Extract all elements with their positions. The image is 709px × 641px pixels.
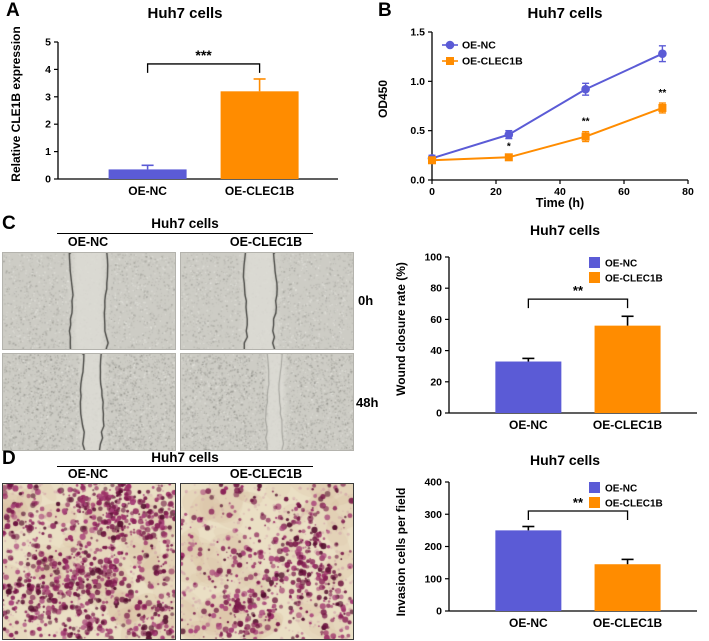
panel-b-title: Huh7 cells xyxy=(527,5,603,22)
panel-d-column-oe-clec1b: OE-CLEC1B xyxy=(229,467,303,481)
panel-d-images: D Huh7 cells OE-NC OE-CLEC1B xyxy=(0,448,380,641)
svg-text:100: 100 xyxy=(424,252,442,264)
svg-text:OE-NC: OE-NC xyxy=(509,616,548,630)
panel-c-label: C xyxy=(2,213,16,234)
panel-a-y-axis-label: Relative CLE1B expression xyxy=(9,26,23,182)
svg-text:*: * xyxy=(507,141,511,152)
svg-text:**: ** xyxy=(582,117,590,128)
svg-text:4: 4 xyxy=(45,64,51,76)
svg-text:200: 200 xyxy=(424,541,442,553)
panel-c-row-0h: 0h xyxy=(358,293,374,308)
svg-text:0: 0 xyxy=(429,186,435,198)
panel-c-column-oe-nc: OE-NC xyxy=(67,235,109,249)
invasion-image-oe-nc xyxy=(2,483,176,640)
wound-closure-bar-chart: 0 20 40 60 80 100 OE-NC OE-CLEC1B ** OE-NC OE-CLEC… xyxy=(424,252,697,432)
svg-text:**: ** xyxy=(573,283,584,298)
wound-image-oe-nc-0h xyxy=(2,252,176,350)
svg-text:1.0: 1.0 xyxy=(410,76,425,88)
wound-image-oe-clec1b-0h xyxy=(180,252,354,350)
svg-text:**: ** xyxy=(573,495,584,510)
wound-image-oe-nc-48h xyxy=(2,353,176,451)
svg-text:OE-CLEC1B: OE-CLEC1B xyxy=(605,274,663,285)
invasion-image-oe-clec1b xyxy=(180,483,354,640)
panel-d-chart: Huh7 cells Invasion cells per field 0 100… xyxy=(385,450,709,641)
svg-text:OE-CLEC1B: OE-CLEC1B xyxy=(593,418,663,432)
panel-b-label: B xyxy=(378,0,392,21)
svg-text:5: 5 xyxy=(45,37,51,49)
panel-a: A Huh7 cells Relative CLE1B expression 0… xyxy=(0,0,365,215)
panel-d-y-axis-label: Invasion cells per field xyxy=(394,487,408,617)
svg-text:2: 2 xyxy=(45,119,51,131)
svg-text:OE-NC: OE-NC xyxy=(128,184,167,198)
svg-text:400: 400 xyxy=(424,477,442,489)
svg-text:OE-CLEC1B: OE-CLEC1B xyxy=(593,616,663,630)
panel-a-label: A xyxy=(6,0,20,21)
panel-d-label: D xyxy=(2,448,16,469)
svg-text:OE-NC: OE-NC xyxy=(605,484,637,495)
panel-d-column-oe-nc: OE-NC xyxy=(67,467,109,481)
svg-text:60: 60 xyxy=(618,186,630,198)
svg-text:**: ** xyxy=(659,88,667,99)
svg-text:80: 80 xyxy=(430,283,442,295)
panel-b-y-axis-label: OD450 xyxy=(376,79,390,119)
svg-text:80: 80 xyxy=(682,186,694,198)
svg-text:40: 40 xyxy=(554,186,566,198)
panel-c-chart-title: Huh7 cells xyxy=(529,222,601,238)
panel-b-x-axis-label: Time (h) xyxy=(535,196,585,210)
panel-c-y-axis-label: Wound closure rate (%) xyxy=(394,262,408,396)
svg-text:0: 0 xyxy=(436,606,442,618)
svg-text:1: 1 xyxy=(45,146,51,158)
panel-d-chart-title: Huh7 cells xyxy=(529,452,601,468)
svg-text:***: *** xyxy=(195,47,212,63)
svg-text:0: 0 xyxy=(436,408,442,420)
svg-text:OE-NC: OE-NC xyxy=(605,259,637,270)
svg-text:40: 40 xyxy=(430,345,442,357)
panel-d-cellline-header: Huh7 cells xyxy=(151,450,219,465)
invasion-bar-chart: 0 100 200 300 400 OE-NC OE-CLEC1B ** OE-NC OE-CLE… xyxy=(424,477,697,630)
svg-text:20: 20 xyxy=(490,186,502,198)
svg-text:OE-CLEC1B: OE-CLEC1B xyxy=(605,499,663,510)
svg-text:OE-NC: OE-NC xyxy=(509,418,548,432)
svg-text:OE-CLEC1B: OE-CLEC1B xyxy=(225,184,295,198)
panel-a-title: Huh7 cells xyxy=(147,5,223,22)
svg-text:0.0: 0.0 xyxy=(410,175,425,187)
svg-text:100: 100 xyxy=(424,573,442,585)
svg-text:300: 300 xyxy=(424,509,442,521)
svg-text:60: 60 xyxy=(430,314,442,326)
panel-d-header-rule xyxy=(57,466,313,467)
expression-bar-chart: 0 1 2 3 4 5 OE-NC OE-CLEC1B *** xyxy=(45,37,338,198)
panel-c-header-rule xyxy=(57,233,313,234)
svg-text:20: 20 xyxy=(430,376,442,388)
svg-text:OE-NC: OE-NC xyxy=(462,40,496,52)
svg-text:0: 0 xyxy=(45,174,51,186)
svg-text:1.5: 1.5 xyxy=(410,27,425,39)
panel-c-images: C Huh7 cells OE-NC OE-CLEC1B 0h 48h xyxy=(0,213,380,455)
svg-text:3: 3 xyxy=(45,91,51,103)
panel-c-column-oe-clec1b: OE-CLEC1B xyxy=(229,235,303,249)
svg-text:OE-CLEC1B: OE-CLEC1B xyxy=(462,56,523,68)
svg-text:0.5: 0.5 xyxy=(410,125,425,137)
panel-c-cellline-header: Huh7 cells xyxy=(151,216,219,231)
panel-c-row-48h: 48h xyxy=(356,395,379,410)
panel-c-chart: Huh7 cells Wound closure rate (%) 0 20 40 6… xyxy=(385,215,709,455)
wound-image-oe-clec1b-48h xyxy=(180,353,354,451)
panel-b: B Huh7 cells OD450 0 20 40 60 80 0.0 0.5 1.0 1.5… xyxy=(365,0,709,215)
